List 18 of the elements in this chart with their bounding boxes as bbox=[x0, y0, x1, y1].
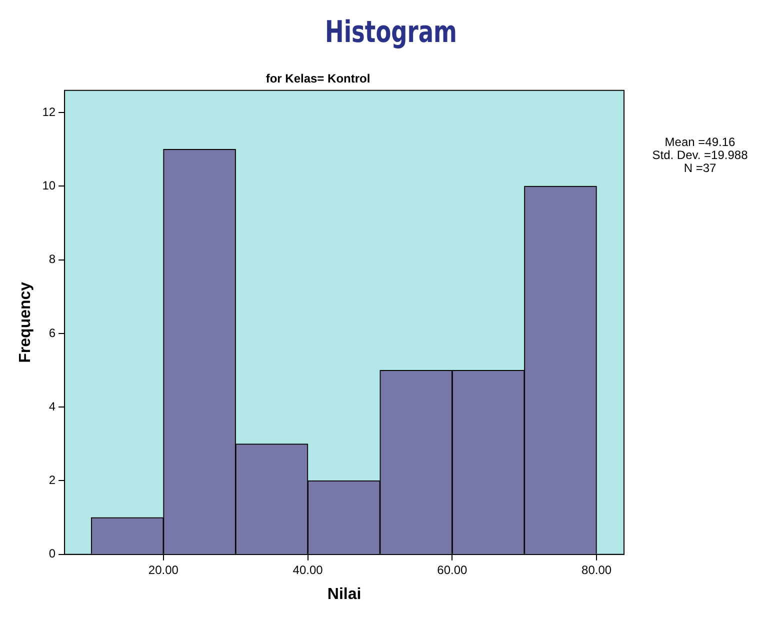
y-axis-title: Frequency bbox=[17, 282, 34, 363]
text: N =37 bbox=[682, 161, 718, 175]
y-tick-label: 2 bbox=[48, 473, 56, 488]
y-tick-label: 4 bbox=[48, 399, 56, 414]
x-tick-label: 80.00 bbox=[582, 562, 612, 577]
y-tick-label: 8 bbox=[48, 252, 56, 266]
text: Std. Dev. =19.988 bbox=[651, 148, 749, 162]
x-tick-label: 40.00 bbox=[292, 562, 324, 577]
y-tick-label: 10 bbox=[42, 178, 56, 192]
chart-title: Histogram bbox=[324, 14, 458, 52]
chart-subtitle: for Kelas= Kontrol bbox=[266, 72, 370, 86]
y-tick-label: 0 bbox=[48, 546, 56, 561]
x-axis-title: Nilai bbox=[327, 586, 362, 603]
y-tick-label: 12 bbox=[42, 104, 56, 119]
x-tick-label: 20.00 bbox=[148, 562, 179, 577]
y-tick-label: 6 bbox=[48, 326, 56, 340]
x-tick-label: 60.00 bbox=[437, 562, 468, 577]
text: Mean =49.16 bbox=[664, 135, 736, 149]
